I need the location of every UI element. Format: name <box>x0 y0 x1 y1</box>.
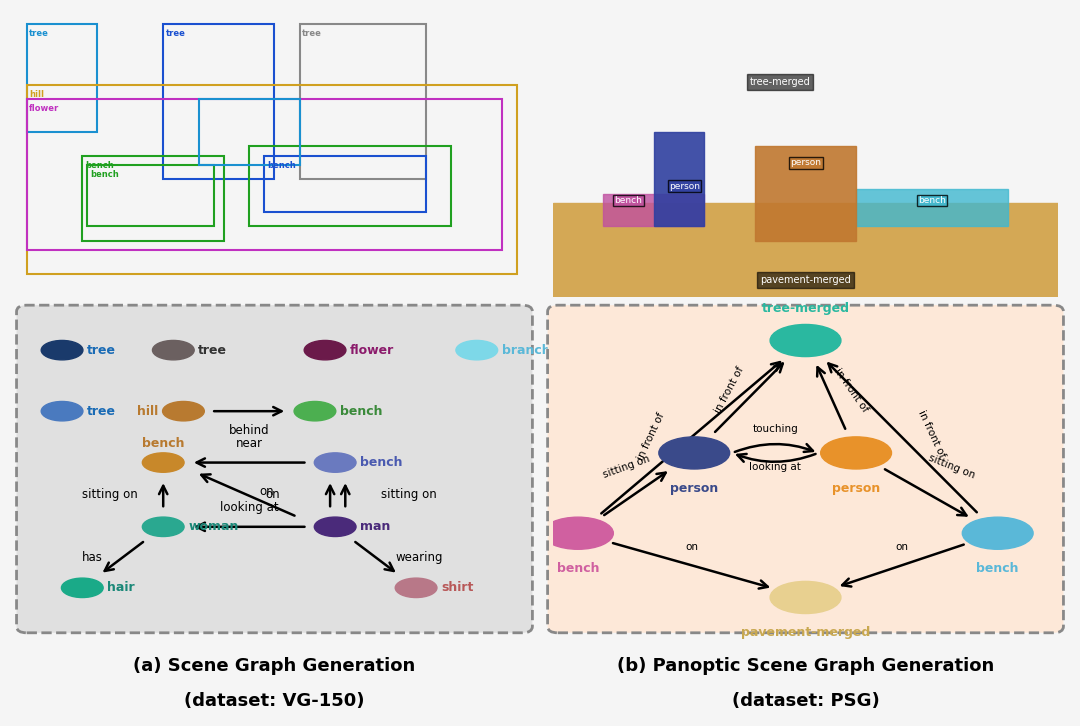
Ellipse shape <box>456 340 498 360</box>
Text: person: person <box>832 482 880 495</box>
Ellipse shape <box>143 453 184 473</box>
Text: looking at: looking at <box>220 501 279 514</box>
Text: flower: flower <box>29 104 59 113</box>
Text: bench: bench <box>340 404 382 417</box>
Polygon shape <box>856 189 1008 227</box>
Text: (b) Panoptic Scene Graph Generation: (b) Panoptic Scene Graph Generation <box>617 656 995 674</box>
Bar <box>300 24 427 179</box>
Bar <box>27 85 517 274</box>
Text: sitting on: sitting on <box>380 488 436 501</box>
Ellipse shape <box>542 517 613 550</box>
Text: tree: tree <box>165 28 186 38</box>
Ellipse shape <box>314 453 356 473</box>
Text: behind: behind <box>229 424 270 437</box>
Text: (dataset: VG-150): (dataset: VG-150) <box>185 692 365 710</box>
Text: has: has <box>82 551 103 564</box>
Text: tree: tree <box>199 343 228 356</box>
Text: in front of: in front of <box>833 367 869 414</box>
Ellipse shape <box>41 401 83 421</box>
Text: hill: hill <box>29 90 44 99</box>
Bar <box>27 99 502 250</box>
Ellipse shape <box>770 582 841 613</box>
FancyBboxPatch shape <box>16 305 532 633</box>
Text: flower: flower <box>350 343 394 356</box>
Text: tree-merged: tree-merged <box>761 302 850 315</box>
Text: bench: bench <box>918 196 946 205</box>
Polygon shape <box>755 147 856 240</box>
Text: in front of: in front of <box>713 365 746 415</box>
Ellipse shape <box>395 578 437 597</box>
Ellipse shape <box>163 401 204 421</box>
Text: on: on <box>685 542 699 552</box>
Text: hair: hair <box>107 582 135 595</box>
Text: bench: bench <box>85 160 113 170</box>
Text: shirt: shirt <box>441 582 473 595</box>
Bar <box>249 147 451 227</box>
Text: wearing: wearing <box>396 551 444 564</box>
Text: sitting on: sitting on <box>602 454 651 480</box>
Text: pavement-merged: pavement-merged <box>741 627 870 640</box>
Ellipse shape <box>770 325 841 356</box>
Text: man: man <box>361 521 391 534</box>
Ellipse shape <box>41 340 83 360</box>
Text: person: person <box>791 158 822 167</box>
Text: bench: bench <box>141 437 185 450</box>
Ellipse shape <box>143 517 184 537</box>
Text: pavement-merged: pavement-merged <box>760 275 851 285</box>
Text: tree-merged: tree-merged <box>750 77 811 87</box>
Text: sitting on: sitting on <box>82 488 138 501</box>
Text: looking at: looking at <box>750 462 801 472</box>
Text: (a) Scene Graph Generation: (a) Scene Graph Generation <box>133 656 416 674</box>
Bar <box>27 24 97 132</box>
Ellipse shape <box>305 340 346 360</box>
Polygon shape <box>653 132 704 227</box>
Text: (dataset: PSG): (dataset: PSG) <box>731 692 879 710</box>
Bar <box>265 156 427 213</box>
Text: tree: tree <box>87 343 116 356</box>
Text: in front of: in front of <box>917 408 947 459</box>
Text: bench: bench <box>976 562 1018 575</box>
Polygon shape <box>553 203 1058 297</box>
Text: person: person <box>670 482 718 495</box>
Ellipse shape <box>62 578 104 597</box>
Text: woman: woman <box>188 521 239 534</box>
Text: sitting on: sitting on <box>928 452 977 480</box>
Bar <box>82 156 224 240</box>
Text: branch: branch <box>502 343 551 356</box>
Bar <box>87 166 214 227</box>
Ellipse shape <box>294 401 336 421</box>
FancyBboxPatch shape <box>548 305 1064 633</box>
Polygon shape <box>604 194 704 227</box>
Ellipse shape <box>659 437 730 469</box>
Text: on: on <box>895 542 908 552</box>
Text: person: person <box>669 182 700 191</box>
Text: touching: touching <box>753 424 798 433</box>
Ellipse shape <box>314 517 356 537</box>
Bar <box>199 99 300 166</box>
Ellipse shape <box>821 437 891 469</box>
Text: near: near <box>235 437 262 449</box>
Ellipse shape <box>962 517 1034 550</box>
Text: on: on <box>259 485 274 498</box>
Text: bench: bench <box>361 456 403 469</box>
Text: bench: bench <box>90 170 119 179</box>
Bar <box>163 24 274 179</box>
Text: bench: bench <box>267 160 296 170</box>
Text: tree: tree <box>87 404 116 417</box>
Text: hill: hill <box>137 404 159 417</box>
Text: on: on <box>265 488 280 501</box>
Text: tree: tree <box>29 28 49 38</box>
Text: bench: bench <box>615 196 643 205</box>
Text: bench: bench <box>556 562 599 575</box>
Text: tree: tree <box>302 28 322 38</box>
Text: in front of: in front of <box>636 412 666 462</box>
Ellipse shape <box>152 340 194 360</box>
